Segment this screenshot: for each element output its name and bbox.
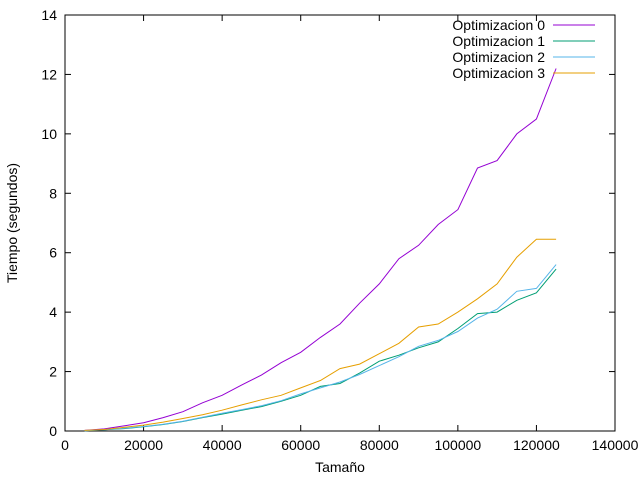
x-tick-label: 20000 xyxy=(124,437,163,453)
x-tick-label: 140000 xyxy=(592,437,639,453)
x-tick-label: 0 xyxy=(61,437,69,453)
y-tick-label: 0 xyxy=(49,423,57,439)
y-axis-ticks: 0 2 4 6 8 10 12 14 xyxy=(41,7,615,439)
legend-label-0: Optimizacion 0 xyxy=(452,17,545,33)
plot-frame xyxy=(64,14,616,432)
y-axis-label: Tiempo (segundos) xyxy=(4,163,20,283)
series-layer xyxy=(84,68,557,432)
y-tick-label: 10 xyxy=(41,126,57,142)
x-tick-label: 120000 xyxy=(513,437,560,453)
legend-label-1: Optimizacion 1 xyxy=(452,33,545,49)
y-tick-label: 12 xyxy=(41,66,57,82)
y-tick-label: 4 xyxy=(49,304,57,320)
legend-label-3: Optimizacion 3 xyxy=(452,65,545,81)
x-tick-label: 100000 xyxy=(434,437,481,453)
legend-label-2: Optimizacion 2 xyxy=(452,49,545,65)
x-axis-label: Tamaño xyxy=(315,459,365,475)
y-tick-label: 6 xyxy=(49,245,57,261)
series-line-3 xyxy=(84,238,557,431)
series-line-0 xyxy=(84,68,557,431)
x-tick-label: 60000 xyxy=(281,437,320,453)
x-tick-label: 40000 xyxy=(203,437,242,453)
x-tick-label: 80000 xyxy=(360,437,399,453)
y-tick-label: 8 xyxy=(49,185,57,201)
series-line-2 xyxy=(84,264,557,432)
y-tick-label: 2 xyxy=(49,364,57,380)
x-axis-ticks: 0 20000 40000 60000 80000 100000 120000 140000 xyxy=(61,15,639,453)
y-tick-label: 14 xyxy=(41,7,57,23)
